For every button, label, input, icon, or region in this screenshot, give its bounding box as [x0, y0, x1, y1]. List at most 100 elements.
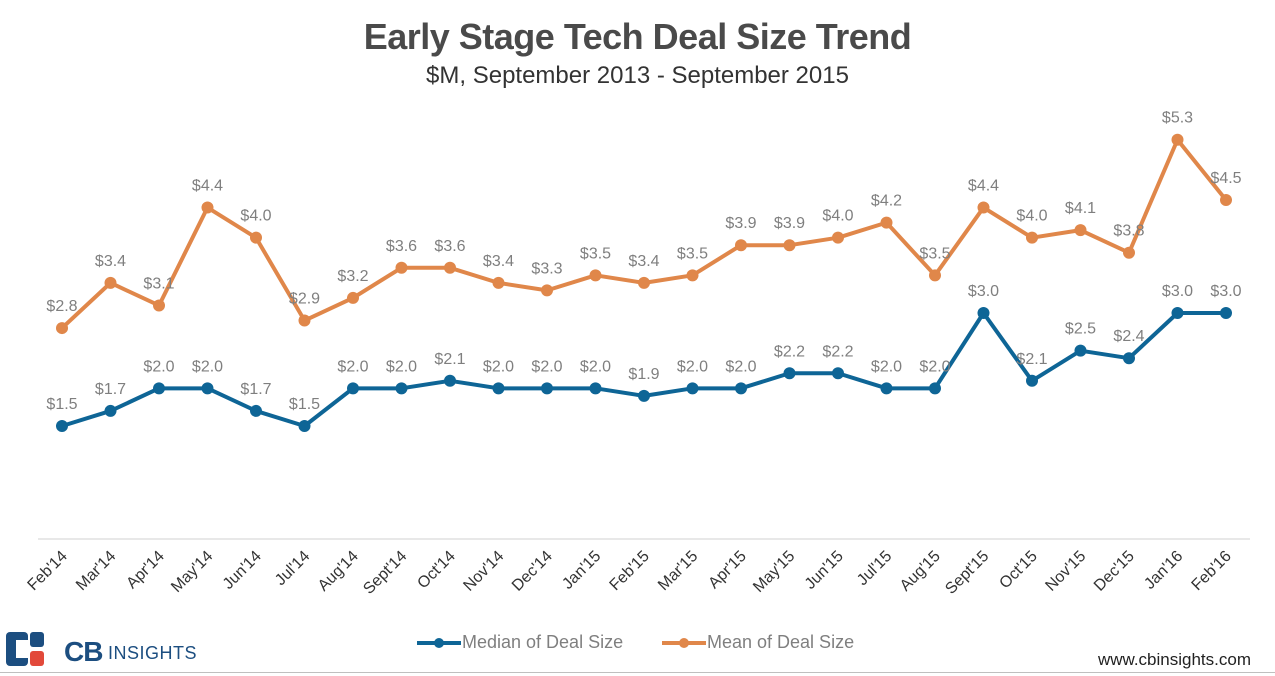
series-mean-data-label: $3.6 — [386, 238, 417, 255]
series-mean-data-label: $3.5 — [580, 245, 611, 262]
series-median-point — [153, 382, 165, 395]
legend-mean: Mean of Deal Size — [660, 632, 880, 654]
series-median-data-label: $1.7 — [240, 381, 271, 398]
bottom-divider — [0, 672, 1275, 673]
series-median-data-label: $2.1 — [1016, 351, 1047, 368]
series-mean-data-label: $3.2 — [337, 268, 368, 285]
series-median-point — [880, 382, 893, 395]
series-median-data-label: $2.0 — [337, 358, 368, 375]
chart-subtitle: $M, September 2013 - September 2015 — [426, 62, 849, 89]
series-mean-data-label: $3.5 — [677, 245, 708, 262]
x-tick-label: Feb'16 — [1189, 548, 1235, 594]
series-median-point — [783, 367, 796, 380]
series-median-point — [56, 420, 68, 432]
series-median-data-label: $2.5 — [1065, 321, 1096, 338]
x-tick-label: Feb'15 — [607, 548, 653, 594]
series-median-data-label: $2.0 — [386, 358, 417, 375]
series-median-point — [1123, 352, 1135, 365]
cb-logo-icon — [6, 632, 44, 666]
series-mean-point — [347, 291, 359, 304]
legend-median-marker — [417, 638, 461, 648]
chart-title: Early Stage Tech Deal Size Trend — [363, 16, 912, 57]
x-tick-label: Nov'15 — [1042, 548, 1089, 595]
series-median-data-label: $2.0 — [483, 358, 514, 375]
series-mean-data-label: $4.0 — [822, 208, 853, 225]
logo-text-cb: CB — [64, 636, 103, 667]
x-tick-label: Jan'15 — [559, 548, 604, 593]
series-median-data-label: $3.0 — [1162, 283, 1193, 300]
series-mean-line — [60, 137, 1228, 330]
x-tick-label: Dec'14 — [509, 548, 556, 595]
series-median-data-label: $1.9 — [628, 366, 659, 383]
series-median-data-label: $2.2 — [774, 343, 805, 360]
series-mean-data-label: $3.3 — [531, 260, 562, 277]
x-tick-label: May'15 — [750, 548, 798, 596]
legend-median-label: Median of Deal Size — [462, 632, 624, 652]
footer-url: www.cbinsights.com — [1097, 650, 1251, 669]
series-median-point — [589, 382, 602, 395]
series-mean-point — [1171, 133, 1184, 146]
series-median-point — [735, 382, 747, 395]
series-median-data-label: $2.0 — [192, 358, 223, 375]
series-mean-point — [686, 269, 699, 282]
series-median-data-label: $2.0 — [871, 358, 902, 375]
series-mean-data-label: $3.9 — [725, 215, 756, 232]
series-mean-point — [444, 261, 456, 274]
x-tick-label: Jun'14 — [220, 548, 265, 593]
series-mean-point — [395, 261, 408, 274]
series-median-point — [541, 382, 553, 395]
series-mean-point — [832, 231, 844, 244]
series-median-point — [492, 382, 505, 395]
series-median-data-label: $2.1 — [434, 351, 465, 368]
logo-text-insights: INSIGHTS — [108, 643, 198, 663]
series-median-data-label: $3.0 — [1210, 283, 1241, 300]
series-median-point — [929, 382, 941, 395]
series-median-point — [1171, 307, 1184, 319]
x-tick-label: May'14 — [168, 548, 216, 596]
x-tick-label: Jun'15 — [802, 548, 847, 593]
x-tick-label: Jul'14 — [272, 548, 313, 589]
series-median-data-label: $2.0 — [531, 358, 562, 375]
series-median-point — [298, 420, 311, 432]
series-mean-point — [153, 299, 165, 312]
series-median-point — [686, 382, 699, 395]
cb-insights-logo: CB INSIGHTS — [6, 632, 206, 668]
series-median-data-label: $1.5 — [289, 396, 320, 413]
series-median-point — [395, 382, 408, 395]
series-median-data-label: $2.2 — [822, 343, 853, 360]
series-median-data-label: $2.0 — [725, 358, 756, 375]
x-tick-label: Apr'15 — [705, 548, 749, 592]
series-median-data-label: $2.0 — [677, 358, 708, 375]
series-median-data-label: $1.5 — [46, 396, 77, 413]
series-mean-point — [56, 322, 68, 335]
series-median-point — [347, 382, 359, 395]
series-mean-data-label: $3.1 — [143, 275, 174, 292]
series-median-data-label: $2.0 — [919, 358, 950, 375]
x-tick-label: Apr'14 — [123, 548, 167, 592]
x-tick-label: Oct'15 — [996, 548, 1040, 592]
series-mean-data-label: $2.8 — [46, 298, 77, 315]
series-mean-point — [541, 284, 553, 297]
x-tick-label: Nov'14 — [460, 548, 507, 595]
series-median-data-label: $2.4 — [1113, 328, 1144, 345]
series-mean-point — [492, 276, 505, 289]
x-tick-label: Sept'14 — [360, 548, 410, 598]
series-mean-point — [1220, 194, 1232, 206]
series-mean-point — [589, 269, 602, 282]
series-median-point — [1074, 344, 1087, 357]
series-mean-point — [1074, 224, 1087, 237]
series-median-point — [250, 404, 262, 417]
x-tick-label: Aug'15 — [897, 548, 944, 595]
series-mean-point — [1123, 246, 1135, 259]
series-mean-data-label: $4.4 — [192, 178, 223, 195]
series-median-point — [1026, 374, 1038, 387]
x-tick-label: Oct'14 — [414, 548, 458, 592]
series-mean-point — [880, 216, 893, 229]
x-tick-label: Feb'14 — [25, 548, 71, 594]
series-mean-data-label: $2.9 — [289, 291, 320, 308]
series-mean-point — [298, 314, 311, 327]
line-chart: Feb'14 Mar'14 Apr'14 May'14 Jun'14 Jul'14 Aug'… — [25, 110, 1250, 598]
series-median-point — [977, 307, 990, 319]
legend-mean-label: Mean of Deal Size — [707, 632, 855, 652]
series-median-data-label: $3.0 — [968, 283, 999, 300]
